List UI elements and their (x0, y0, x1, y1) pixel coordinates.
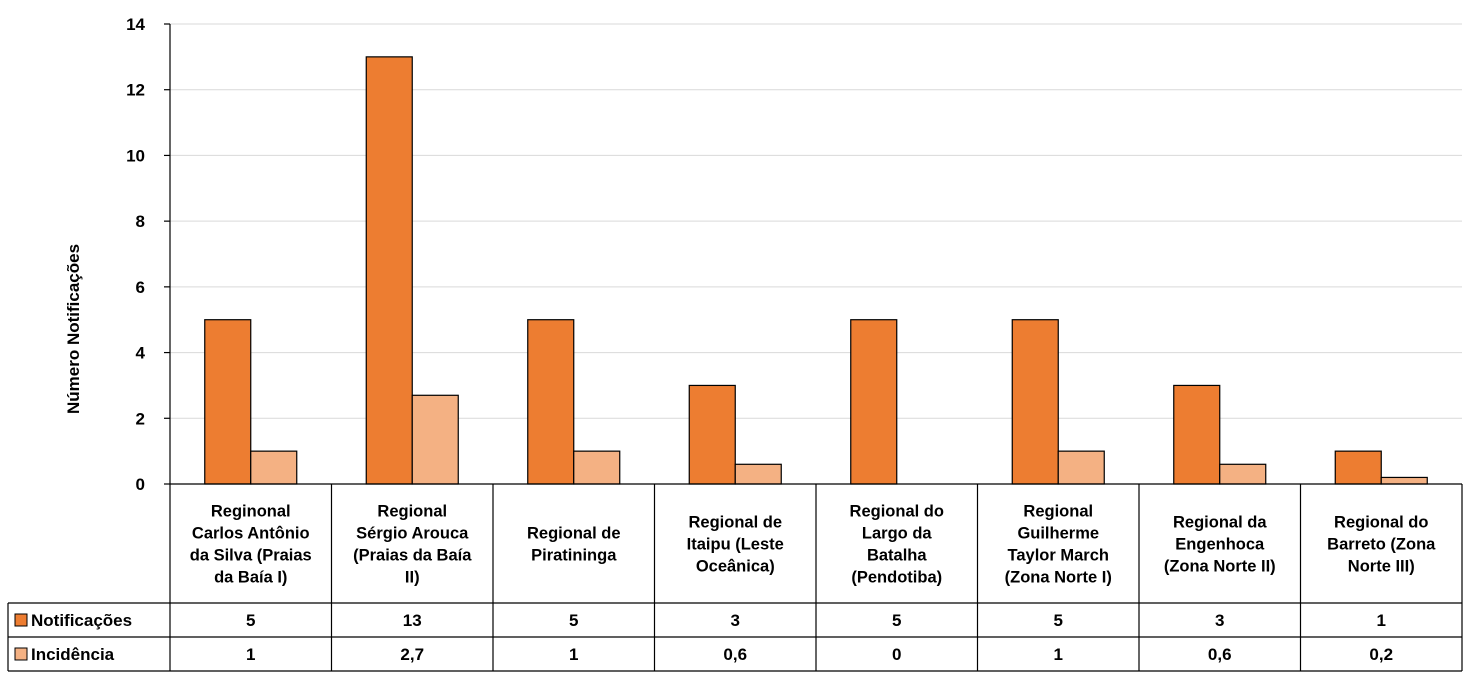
y-tick-label: 12 (126, 81, 145, 100)
bar-incid-ncia (411, 394, 459, 485)
y-tick-label: 14 (126, 15, 145, 34)
table-cell-notifica-es: 1 (1377, 611, 1386, 630)
gridlines (170, 23, 1462, 419)
category-label-line: Regional do (1334, 514, 1428, 532)
y-axis-label: Número Notificações (64, 244, 83, 414)
category-label-line: (Praias da Baía (353, 547, 472, 565)
category-label-line: II) (405, 569, 420, 587)
legend-key-notifica-es (14, 613, 28, 627)
bar-notifica-es (1011, 319, 1059, 485)
y-tick-label: 10 (126, 146, 145, 165)
table-cell-notifica-es: 3 (731, 611, 740, 630)
category-label-line: Engenhoca (1175, 536, 1265, 554)
y-tick-label: 2 (136, 409, 145, 428)
table-cell-incid-ncia: 0,6 (1208, 645, 1232, 664)
table-cell-notifica-es: 5 (246, 611, 255, 630)
y-tick-label: 0 (136, 475, 145, 494)
category-label-line: Regional da (1173, 514, 1267, 532)
category-label-line: (Zona Norte II) (1164, 558, 1276, 576)
category-label: Regional de Itaipu (Leste Oceânica) (687, 514, 784, 576)
category-label-line: Reginonal (211, 503, 291, 521)
table-cell-incid-ncia: 1 (1054, 645, 1063, 664)
legend-label-notifica-es: Notificações (31, 611, 132, 630)
bars (204, 56, 1428, 485)
category-label: Regional do Barreto (Zona Norte III) (1327, 514, 1436, 576)
category-label-line: Regional (377, 503, 447, 521)
category-label-line: Regional de (688, 514, 782, 532)
table-cell-incid-ncia: 1 (569, 645, 578, 664)
category-label-line: (Zona Norte I) (1005, 569, 1112, 587)
category-label: Regional de Piratininga (527, 525, 621, 565)
legend-key-incid-ncia (14, 647, 28, 661)
bar-notifica-es (204, 319, 252, 485)
y-tick-label: 8 (136, 212, 145, 231)
table-cell-incid-ncia: 0,6 (723, 645, 747, 664)
category-label: Regional da Engenhoca (Zona Norte II) (1164, 514, 1276, 576)
category-label: Regional do Largo da Batalha (Pendotiba) (850, 503, 944, 587)
category-label-line: Carlos Antônio (192, 525, 310, 543)
table-cell-notifica-es: 13 (403, 611, 422, 630)
table-cell-notifica-es: 3 (1215, 611, 1224, 630)
table-cell-incid-ncia: 0 (892, 645, 901, 664)
category-label-line: Norte III) (1348, 558, 1415, 576)
category-label-line: Oceânica) (696, 558, 775, 576)
category-label-line: Sérgio Arouca (356, 525, 469, 543)
bar-notifica-es (850, 319, 898, 485)
table-cell-notifica-es: 5 (569, 611, 578, 630)
y-tick-labels: 0 2 4 6 8 10 12 14 (126, 15, 145, 494)
bar-notifica-es (1173, 384, 1221, 485)
bar-notifica-es (1334, 450, 1382, 485)
table-cell-incid-ncia: 1 (246, 645, 255, 664)
category-label: Reginonal Carlos Antônio da Silva (Praias d… (190, 503, 312, 587)
y-tick-label: 4 (136, 344, 146, 363)
bar-incid-ncia (1057, 450, 1105, 485)
category-label: Regional Guilherme Taylor March (Zona Norte… (1005, 503, 1112, 587)
category-label-line: Regional (1023, 503, 1093, 521)
bar-notifica-es (527, 319, 575, 485)
category-label-line: Itaipu (Leste (687, 536, 784, 554)
table-cell-notifica-es: 5 (892, 611, 901, 630)
category-label-line: Taylor March (1008, 547, 1109, 565)
table-cell-incid-ncia: 0,2 (1369, 645, 1393, 664)
data-table: Reginonal Carlos Antônio da Silva (Praias d… (14, 503, 1436, 664)
bar-incid-ncia (573, 450, 621, 485)
category-label-line: da Silva (Praias (190, 547, 312, 565)
category-label-line: Batalha (867, 547, 927, 565)
category-label: Regional Sérgio Arouca (Praias da Baía II) (353, 503, 472, 587)
legend-label-incid-ncia: Incidência (31, 645, 115, 664)
bar-incid-ncia (250, 450, 298, 485)
category-label-line: Largo da (862, 525, 932, 543)
axes (7, 23, 1463, 672)
category-label-line: (Pendotiba) (851, 569, 942, 587)
y-tick-label: 6 (136, 278, 145, 297)
category-label-line: Regional de (527, 525, 621, 543)
category-label-line: Guilherme (1017, 525, 1099, 543)
table-cell-notifica-es: 5 (1054, 611, 1063, 630)
bar-incid-ncia (1380, 476, 1428, 485)
category-label-line: Barreto (Zona (1327, 536, 1436, 554)
table-cell-incid-ncia: 2,7 (400, 645, 424, 664)
category-label-line: da Baía I) (214, 569, 287, 587)
category-label-line: Piratininga (531, 547, 617, 565)
bar-incid-ncia (1219, 463, 1267, 485)
bar-notifica-es (365, 56, 413, 485)
category-label-line: Regional do (850, 503, 944, 521)
bar-notifica-es (688, 384, 736, 485)
bar-incid-ncia (734, 463, 782, 485)
